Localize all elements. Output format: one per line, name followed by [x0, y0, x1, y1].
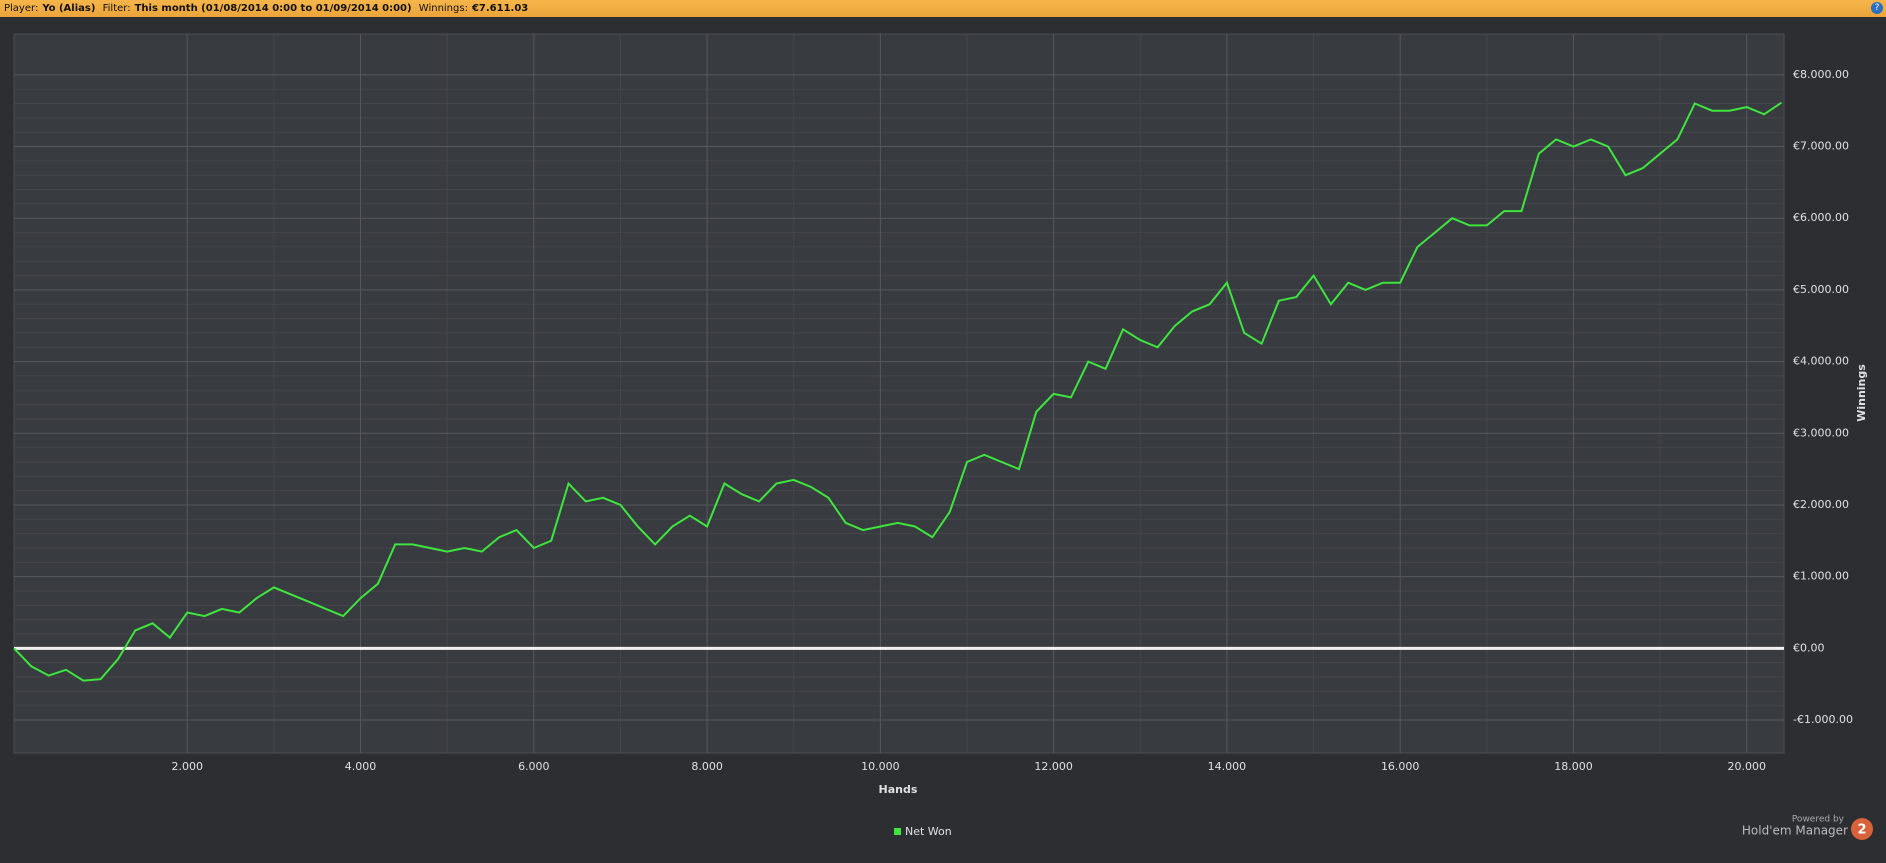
plot-area	[13, 33, 1785, 754]
y-tick-label: €0.00	[1793, 641, 1825, 654]
y-axis-label: Winnings	[1855, 364, 1868, 422]
x-axis-label: Hands	[879, 783, 918, 796]
label: Player:	[4, 3, 39, 14]
legend-swatch	[894, 828, 901, 835]
y-tick-label: €3.000.00	[1793, 426, 1849, 439]
player: Yo (Alias)	[42, 3, 96, 14]
y-tick-label: €5.000.00	[1793, 283, 1849, 296]
winnings: €7.611.03	[471, 3, 529, 14]
legend-label: Net Won	[905, 825, 952, 838]
data-line	[13, 101, 1782, 682]
label: Winnings:	[418, 3, 468, 14]
x-tick-label: 8.000	[691, 760, 723, 773]
y-tick-label: €4.000.00	[1793, 355, 1849, 368]
y-tick-label: €7.000.00	[1793, 140, 1849, 153]
powered-by: Powered by	[1792, 815, 1845, 825]
label: Filter:	[102, 3, 131, 14]
y-tick-label: €2.000.00	[1793, 498, 1849, 511]
y-tick-label: €8.000.00	[1793, 68, 1849, 81]
x-tick-label: 10.000	[861, 760, 900, 773]
chart: Hands Winnings Powered by Hold'em Manage…	[13, 33, 1873, 840]
x-tick-label: 20.000	[1727, 760, 1766, 773]
x-tick-label: 16.000	[1381, 760, 1420, 773]
filter: This month (01/08/2014 0:00 to 01/09/201…	[134, 3, 412, 14]
logo-text: 2	[1857, 823, 1866, 838]
y-tick-label: -€1.000.00	[1793, 713, 1853, 726]
logo	[1851, 818, 1873, 840]
y-tick-label: €6.000.00	[1793, 211, 1849, 224]
y-tick-label: €1.000.00	[1793, 570, 1849, 583]
product-name: Hold'em Manager	[1742, 824, 1848, 838]
header-bar: Player: Yo (Alias) Filter: This month (01/…	[0, 0, 1886, 17]
x-tick-label: 12.000	[1034, 760, 1073, 773]
help-icon[interactable]: ?	[1871, 2, 1883, 14]
x-tick-label: 18.000	[1554, 760, 1593, 773]
x-tick-label: 14.000	[1208, 760, 1247, 773]
x-tick-label: 4.000	[345, 760, 377, 773]
x-tick-label: 2.000	[172, 760, 204, 773]
x-tick-label: 6.000	[518, 760, 550, 773]
